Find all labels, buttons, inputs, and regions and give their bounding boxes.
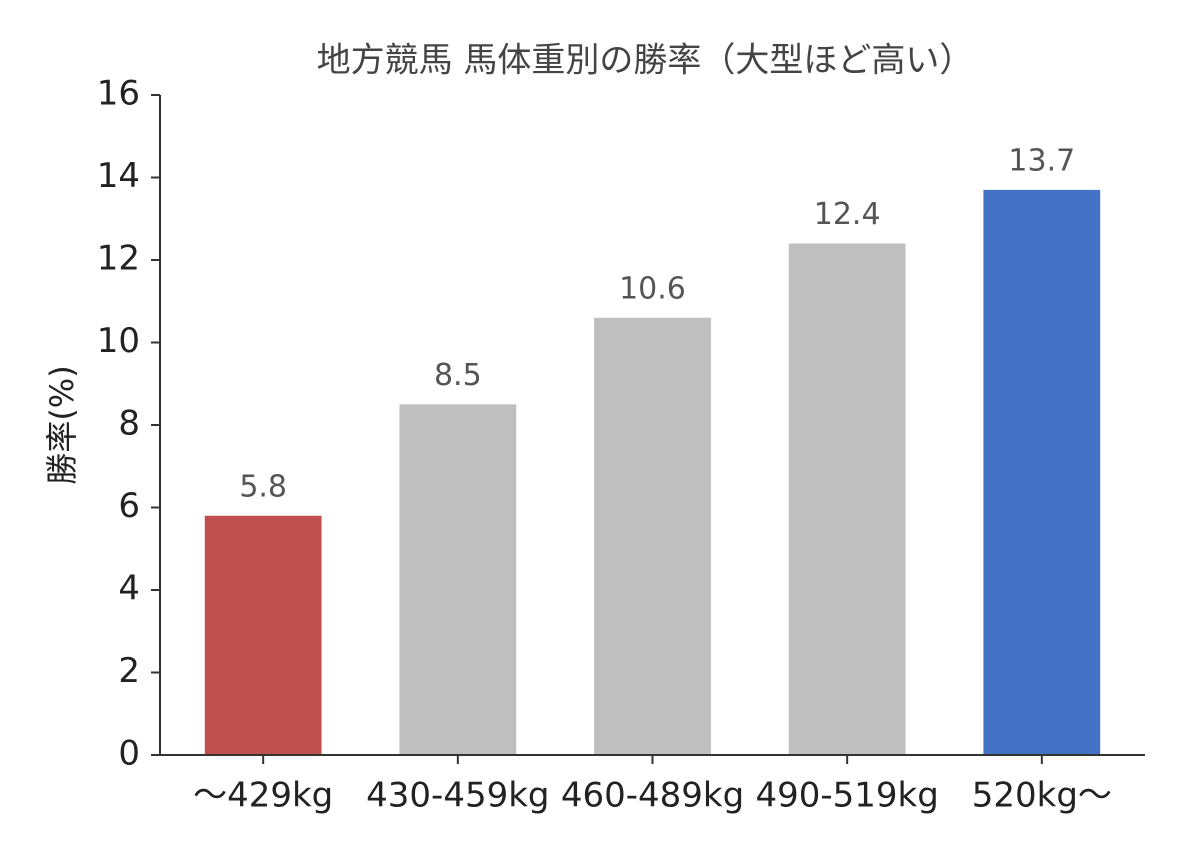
y-tick-label: 2 [118,651,140,691]
y-tick-label: 10 [97,321,140,361]
x-tick-label: ～429kg [193,776,333,816]
y-tick-label: 0 [118,734,140,774]
y-tick-label: 16 [97,74,140,114]
chart-title: 地方競馬 馬体重別の勝率（大型ほど高い） [317,41,974,81]
y-tick-label: 6 [118,486,140,526]
x-tick-label: 430-459kg [366,776,549,816]
bar [399,404,517,755]
bar [983,189,1101,755]
x-tick-label: 460-489kg [561,776,744,816]
bar [594,317,711,755]
y-axis-label: 勝率(%) [43,365,81,484]
y-tick-label: 12 [97,239,140,279]
data-label: 10.6 [619,271,686,306]
y-tick-label: 8 [118,404,140,444]
bar [204,515,322,755]
y-tick-label: 14 [97,156,140,196]
bar [788,243,906,755]
x-tick-label: 490-519kg [755,776,938,816]
data-label: 8.5 [434,358,482,393]
data-label: 12.4 [814,197,881,232]
y-tick-label: 4 [118,569,140,609]
x-tick-label: 520kg～ [972,776,1112,816]
data-label: 13.7 [1008,143,1075,178]
data-label: 5.8 [239,469,287,504]
